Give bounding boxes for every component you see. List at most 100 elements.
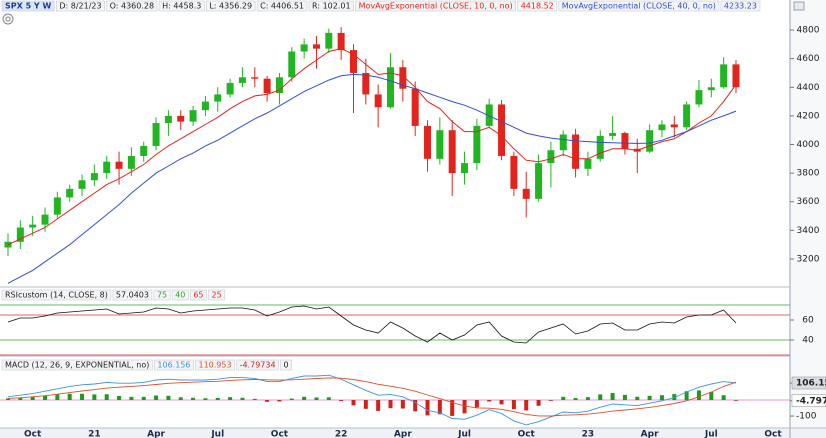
macd-histogram-bar xyxy=(203,398,208,401)
macd-histogram-bar xyxy=(252,398,257,401)
candle-body xyxy=(275,77,283,93)
legend-entry: MovAvgExponential (CLOSE, 10, 0, no) xyxy=(359,2,513,11)
candle-body xyxy=(177,115,185,122)
x-tick-label: Oct xyxy=(518,430,536,438)
rsi-level-label: 25 xyxy=(212,291,222,300)
x-tick-label: Jul xyxy=(457,430,471,438)
candle-body xyxy=(288,51,296,78)
candle-body xyxy=(29,224,37,228)
y-tick-label-box xyxy=(791,376,826,390)
macd-histogram-bar xyxy=(437,400,442,415)
candle-body xyxy=(53,197,61,215)
y-tick-label: 4800 xyxy=(797,26,820,36)
legend-entry-box xyxy=(355,0,516,12)
settings-icon[interactable] xyxy=(2,13,14,25)
candle-body xyxy=(707,87,715,91)
candle-body xyxy=(720,64,728,88)
candle-body xyxy=(152,123,160,146)
x-tick-label: Jul xyxy=(704,430,718,438)
macd-histogram-bar xyxy=(67,393,72,401)
candle-body xyxy=(41,214,49,225)
macd-histogram-bar xyxy=(499,400,504,405)
candle-body xyxy=(448,130,456,174)
candle-body xyxy=(312,44,320,49)
y-tick-label: 4400 xyxy=(797,83,820,93)
symbol: SPX 5 Y W xyxy=(5,2,52,11)
macd-histogram-bar xyxy=(573,398,578,401)
rsi-level-label-box xyxy=(153,289,171,301)
candle-body xyxy=(103,161,111,174)
legend-value: 4418.52 xyxy=(521,2,554,11)
rsi-level-label-box xyxy=(171,289,189,301)
candle-body xyxy=(300,44,308,52)
ohlc-high: H: 4458.3 xyxy=(162,2,201,11)
ohlc-high-box xyxy=(158,0,205,12)
candle-body xyxy=(411,88,419,126)
macd-histogram-bar xyxy=(450,400,455,416)
candle-body xyxy=(510,155,518,189)
rsi-value: 57.0403 xyxy=(116,291,149,300)
macd-histogram-bar xyxy=(277,400,282,402)
candle-body xyxy=(238,77,246,83)
macd-histogram-bar xyxy=(672,394,677,401)
candle-body xyxy=(584,158,592,169)
macd-histogram-bar xyxy=(659,395,664,401)
ohlc-close-box xyxy=(256,0,308,12)
y-tick-label-box xyxy=(791,394,826,408)
macd-histogram-bar xyxy=(240,397,245,401)
legend-entry-box xyxy=(558,0,720,12)
candle-body xyxy=(485,104,493,126)
candle-body xyxy=(214,94,222,102)
candle-body xyxy=(66,188,74,198)
x-tick-label: Jul xyxy=(210,430,224,438)
panel-button[interactable] xyxy=(793,1,805,11)
macd-histogram-bar xyxy=(585,397,590,401)
candle-body xyxy=(547,150,555,164)
candle-body xyxy=(325,32,333,49)
candle-body xyxy=(732,64,740,88)
candle-body xyxy=(189,110,197,122)
macd-histogram-bar xyxy=(129,396,134,401)
candle-body xyxy=(78,180,86,189)
macd-histogram-bar xyxy=(92,394,97,401)
x-tick-label: Oct xyxy=(764,430,782,438)
ohlc-date: D: 8/21/23 xyxy=(59,2,101,11)
macd-histogram-bar xyxy=(487,400,492,402)
macd-histogram-bar xyxy=(141,396,146,401)
macd-histogram-bar xyxy=(622,394,627,401)
legend-value-box xyxy=(517,0,558,12)
macd-histogram-bar xyxy=(265,400,270,402)
macd-title: MACD (12, 26, 9, EXPONENTIAL, no) xyxy=(5,361,149,370)
rsi-level-label-box xyxy=(208,289,226,301)
macd-histogram-bar xyxy=(154,395,159,401)
y-tick-label: 4000 xyxy=(797,140,820,150)
ohlc-range-box xyxy=(308,0,354,12)
y-tick-label: 60 xyxy=(802,316,814,326)
candle-body xyxy=(670,124,678,128)
x-tick-label: Oct xyxy=(271,430,289,438)
candle-body xyxy=(90,173,98,181)
macd-histogram-bar xyxy=(228,397,233,401)
macd-histogram-bar xyxy=(684,391,689,401)
macd-value-box xyxy=(195,359,235,371)
candle-body xyxy=(387,67,394,108)
candle-body xyxy=(374,94,382,108)
candle-body xyxy=(263,78,271,93)
ohlc-open-box xyxy=(106,0,158,12)
y-tick-label: 3800 xyxy=(797,169,820,179)
y-tick-label: 3600 xyxy=(797,197,820,207)
candle-body xyxy=(201,101,209,111)
macd-hist-value: -4.79734 xyxy=(240,361,276,370)
candle-body xyxy=(337,32,345,51)
macd-histogram-bar xyxy=(511,400,516,410)
macd-line xyxy=(7,374,737,426)
macd-histogram-bar xyxy=(524,400,529,411)
macd-histogram-bar xyxy=(536,400,541,406)
macd-histogram-bar xyxy=(43,395,48,401)
macd-histogram-bar xyxy=(80,393,85,401)
legend-entry: MovAvgExponential (CLOSE, 40, 0, no) xyxy=(562,2,716,11)
macd-hist-value-box xyxy=(236,359,279,371)
ohlc-close: C: 4406.51 xyxy=(260,2,304,11)
